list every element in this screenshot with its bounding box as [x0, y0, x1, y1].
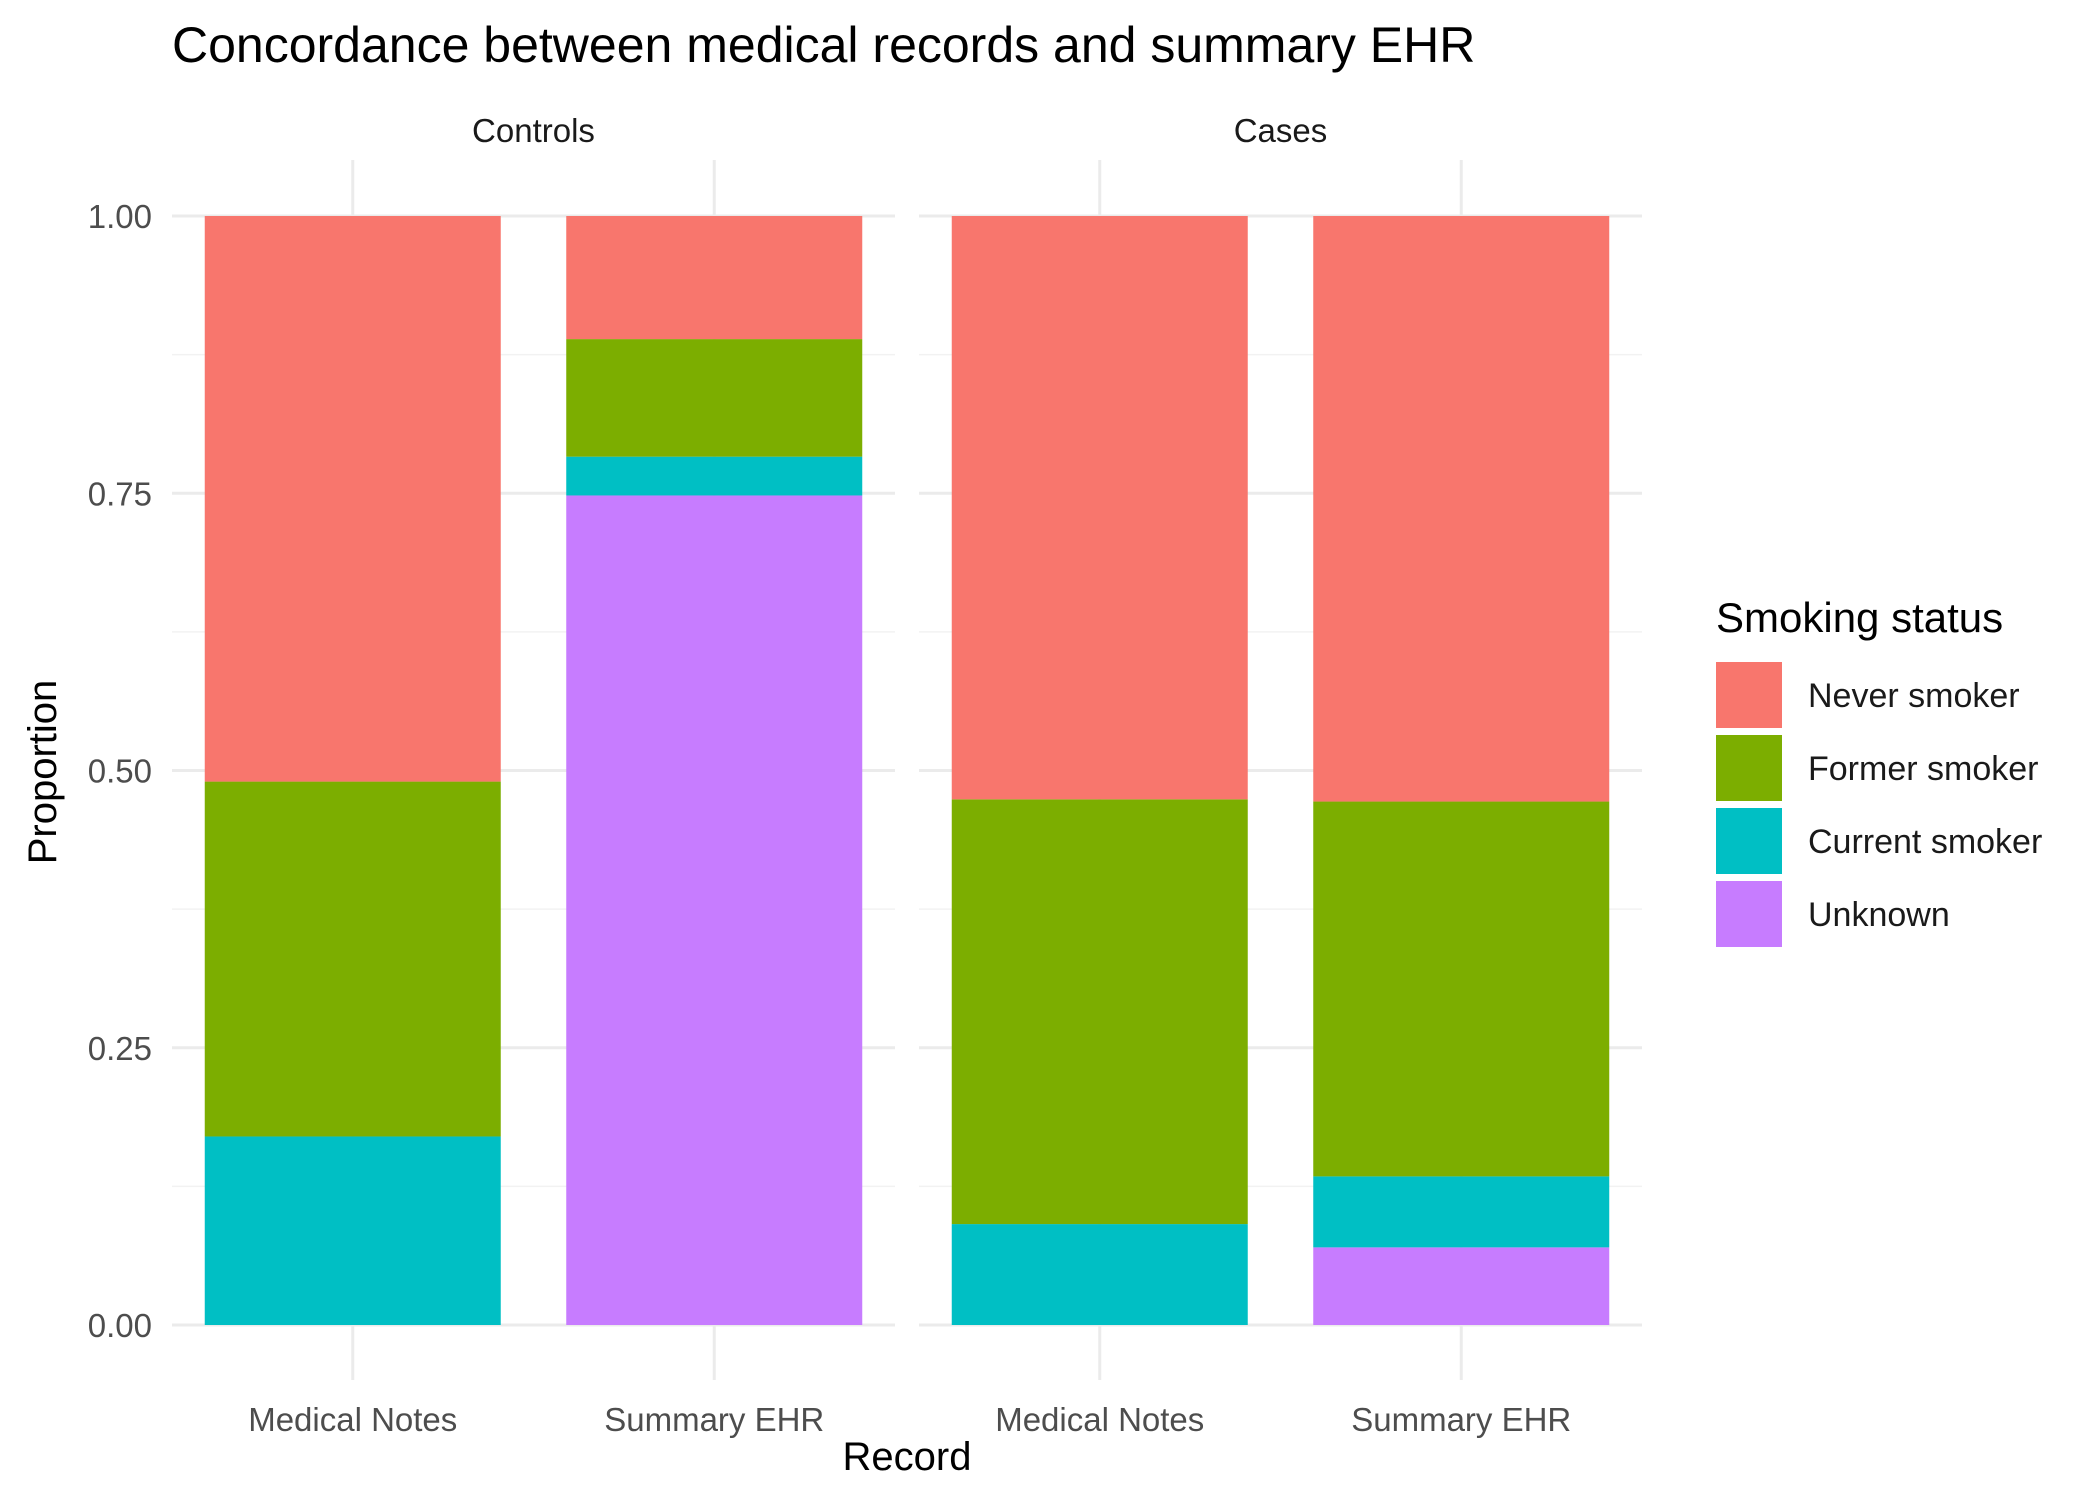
bar-segment-former-smoker: [1313, 801, 1610, 1177]
bar-segment-former-smoker: [566, 339, 863, 457]
chart-title: Concordance between medical records and …: [172, 17, 1475, 73]
bar-segment-current-smoker: [1313, 1176, 1610, 1248]
y-tick-label: 0.00: [88, 1307, 152, 1344]
bar-segment-never-smoker: [951, 216, 1248, 800]
bar-segment-former-smoker: [951, 799, 1248, 1225]
bar-segment-current-smoker: [566, 456, 863, 496]
legend-key: [1716, 662, 1782, 728]
bar-segment-never-smoker: [566, 216, 863, 340]
legend-label: Former smoker: [1808, 750, 2038, 788]
x-tick-label: Medical Notes: [995, 1401, 1204, 1438]
bar-segment-former-smoker: [204, 781, 501, 1137]
legend-item-never-smoker: Never smoker: [1716, 662, 2020, 728]
y-tick-label: 1.00: [88, 198, 152, 235]
legend-key: [1716, 808, 1782, 874]
legend-key: [1716, 881, 1782, 947]
legend-item-current-smoker: Current smoker: [1716, 808, 2042, 874]
legend-item-unknown: Unknown: [1716, 881, 1950, 947]
facet-controls: Controls Medical Notes Summary EHR: [172, 112, 895, 1438]
bar-segment-current-smoker: [951, 1224, 1248, 1325]
bar-segment-never-smoker: [1313, 216, 1610, 802]
facet-panels: Controls Medical Notes Summary EHR Cases Med…: [172, 112, 1642, 1438]
legend-item-former-smoker: Former smoker: [1716, 735, 2038, 801]
y-axis: 0.00 0.25 0.50 0.75 1.00: [88, 198, 152, 1344]
facet-strip-label: Controls: [472, 112, 595, 149]
x-tick-label: Medical Notes: [248, 1401, 457, 1438]
legend-label: Current smoker: [1808, 823, 2042, 861]
facet-strip-label: Cases: [1234, 112, 1328, 149]
legend-title: Smoking status: [1716, 594, 2003, 641]
y-tick-label: 0.25: [88, 1030, 152, 1067]
y-axis-title: Proportion: [21, 680, 65, 865]
legend-label: Unknown: [1808, 896, 1950, 934]
bar-segment-current-smoker: [204, 1136, 501, 1325]
y-tick-label: 0.50: [88, 753, 152, 790]
bar-segment-unknown: [566, 495, 863, 1325]
bar-segment-never-smoker: [204, 216, 501, 782]
legend: Smoking status Never smoker Former smoker…: [1716, 594, 2042, 947]
x-axis-title: Record: [843, 1435, 972, 1479]
facet-cases: Cases Medical Notes Summary EHR: [919, 112, 1642, 1438]
bar-segment-unknown: [1313, 1247, 1610, 1325]
y-tick-label: 0.75: [88, 475, 152, 512]
legend-label: Never smoker: [1808, 677, 2020, 715]
legend-key: [1716, 735, 1782, 801]
x-tick-label: Summary EHR: [604, 1401, 824, 1438]
x-tick-label: Summary EHR: [1351, 1401, 1571, 1438]
